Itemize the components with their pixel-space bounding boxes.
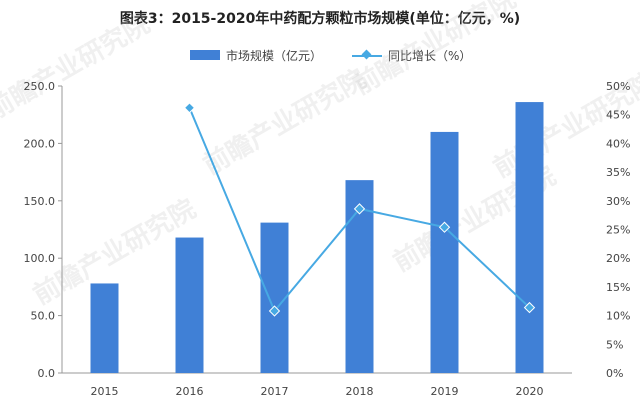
y-right-tick-label: 20% [606, 252, 630, 265]
x-tick-label: 2017 [261, 385, 289, 398]
legend-bar-swatch [190, 50, 220, 60]
bar [515, 102, 544, 374]
y-left-tick-label: 250.0 [24, 80, 56, 93]
x-tick-label: 2015 [91, 385, 119, 398]
x-tick-label: 2019 [431, 385, 459, 398]
bar [175, 237, 204, 373]
bar [260, 222, 289, 373]
legend-line-label: 同比增长（%） [388, 49, 472, 63]
x-tick-label: 2016 [176, 385, 204, 398]
y-right-tick-label: 25% [606, 224, 630, 237]
y-right-tick-label: 50% [606, 80, 630, 93]
watermark-text: 前瞻产业研究院 [0, 8, 155, 126]
x-tick-label: 2020 [516, 385, 544, 398]
growth-point [353, 203, 366, 215]
watermark-text: 前瞻产业研究院 [198, 63, 371, 181]
growth-point [268, 305, 281, 317]
y-right-tick-label: 35% [606, 166, 630, 179]
watermark-text: 前瞻产业研究院 [348, 0, 521, 101]
y-right-tick-label: 5% [606, 338, 623, 351]
y-right-tick-label: 0% [606, 367, 623, 380]
y-left-tick-label: 100.0 [24, 252, 56, 265]
y-right-tick-label: 45% [606, 109, 630, 122]
growth-point [183, 102, 196, 114]
legend-bar-label: 市场规模（亿元） [226, 49, 323, 63]
y-right-tick-label: 30% [606, 195, 630, 208]
legend: 市场规模（亿元） 同比增长（%） [0, 47, 640, 67]
y-left-tick-label: 50.0 [31, 310, 56, 323]
y-left-tick-label: 200.0 [24, 137, 56, 150]
chart-title: 图表3：2015-2020年中药配方颗粒市场规模(单位：亿元，%) [119, 11, 521, 27]
y-right-tick-label: 40% [606, 137, 630, 150]
x-tick-label: 2018 [346, 385, 374, 398]
y-left-tick-label: 150.0 [24, 195, 56, 208]
bar [430, 131, 459, 373]
y-left-tick-label: 0.0 [38, 367, 56, 380]
growth-point [438, 221, 451, 233]
y-right-tick-label: 15% [606, 281, 630, 294]
y-right-tick-label: 10% [606, 310, 630, 323]
bar [90, 283, 119, 373]
growth-point [523, 301, 536, 314]
